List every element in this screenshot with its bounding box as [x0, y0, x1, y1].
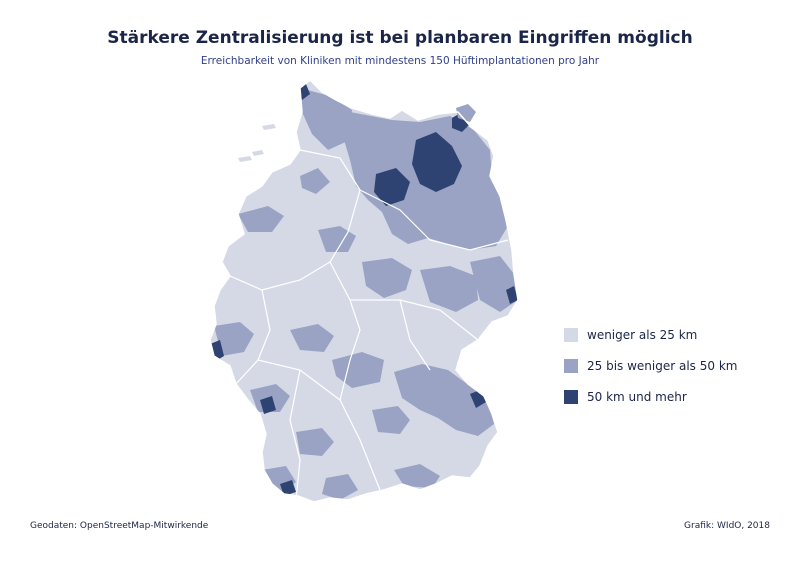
zone-dark — [412, 132, 462, 192]
zone-dark — [280, 480, 296, 496]
swatch-medium — [564, 359, 578, 373]
page-subtitle: Erreichbarkeit von Kliniken mit mindeste… — [200, 55, 600, 67]
page-title: Stärkere Zentralisierung ist bei planbar… — [107, 28, 693, 48]
legend-item-long-distance: 50 km und mehr — [564, 388, 737, 406]
zone-dark — [260, 396, 276, 414]
zone-medium — [318, 226, 356, 252]
zone-medium — [296, 428, 334, 456]
north-sea-islands — [238, 124, 276, 162]
zone-medium — [290, 324, 334, 352]
swatch-dark — [564, 390, 578, 404]
zone-medium — [420, 266, 478, 312]
zone-medium — [372, 406, 410, 434]
zone-medium — [394, 464, 440, 488]
zone-medium — [214, 322, 254, 356]
legend-label: 25 bis weniger als 50 km — [587, 359, 738, 373]
legend-item-short-distance: weniger als 25 km — [564, 326, 737, 344]
state-borders — [229, 149, 509, 501]
zone-dark — [506, 286, 518, 304]
swatch-light — [564, 328, 578, 342]
zone-medium — [238, 206, 284, 232]
zone-dark — [374, 168, 410, 206]
legend-item-medium-distance: 25 bis weniger als 50 km — [564, 357, 737, 375]
legend-label: weniger als 25 km — [587, 328, 698, 342]
zone-medium — [394, 364, 494, 436]
zone-medium — [300, 88, 352, 150]
zone-medium — [300, 168, 330, 194]
zone-medium — [362, 258, 412, 298]
credit-note: Grafik: WIdO, 2018 — [684, 521, 770, 531]
zone-medium — [470, 256, 518, 312]
baltic-island-ruegen — [456, 104, 476, 122]
legend-label: 50 km und mehr — [587, 390, 687, 404]
source-note: Geodaten: OpenStreetMap-Mitwirkende — [30, 521, 209, 531]
map-legend: weniger als 25 km 25 bis weniger als 50 … — [564, 326, 737, 419]
zone-medium — [322, 474, 358, 500]
zone-dark — [452, 112, 470, 132]
